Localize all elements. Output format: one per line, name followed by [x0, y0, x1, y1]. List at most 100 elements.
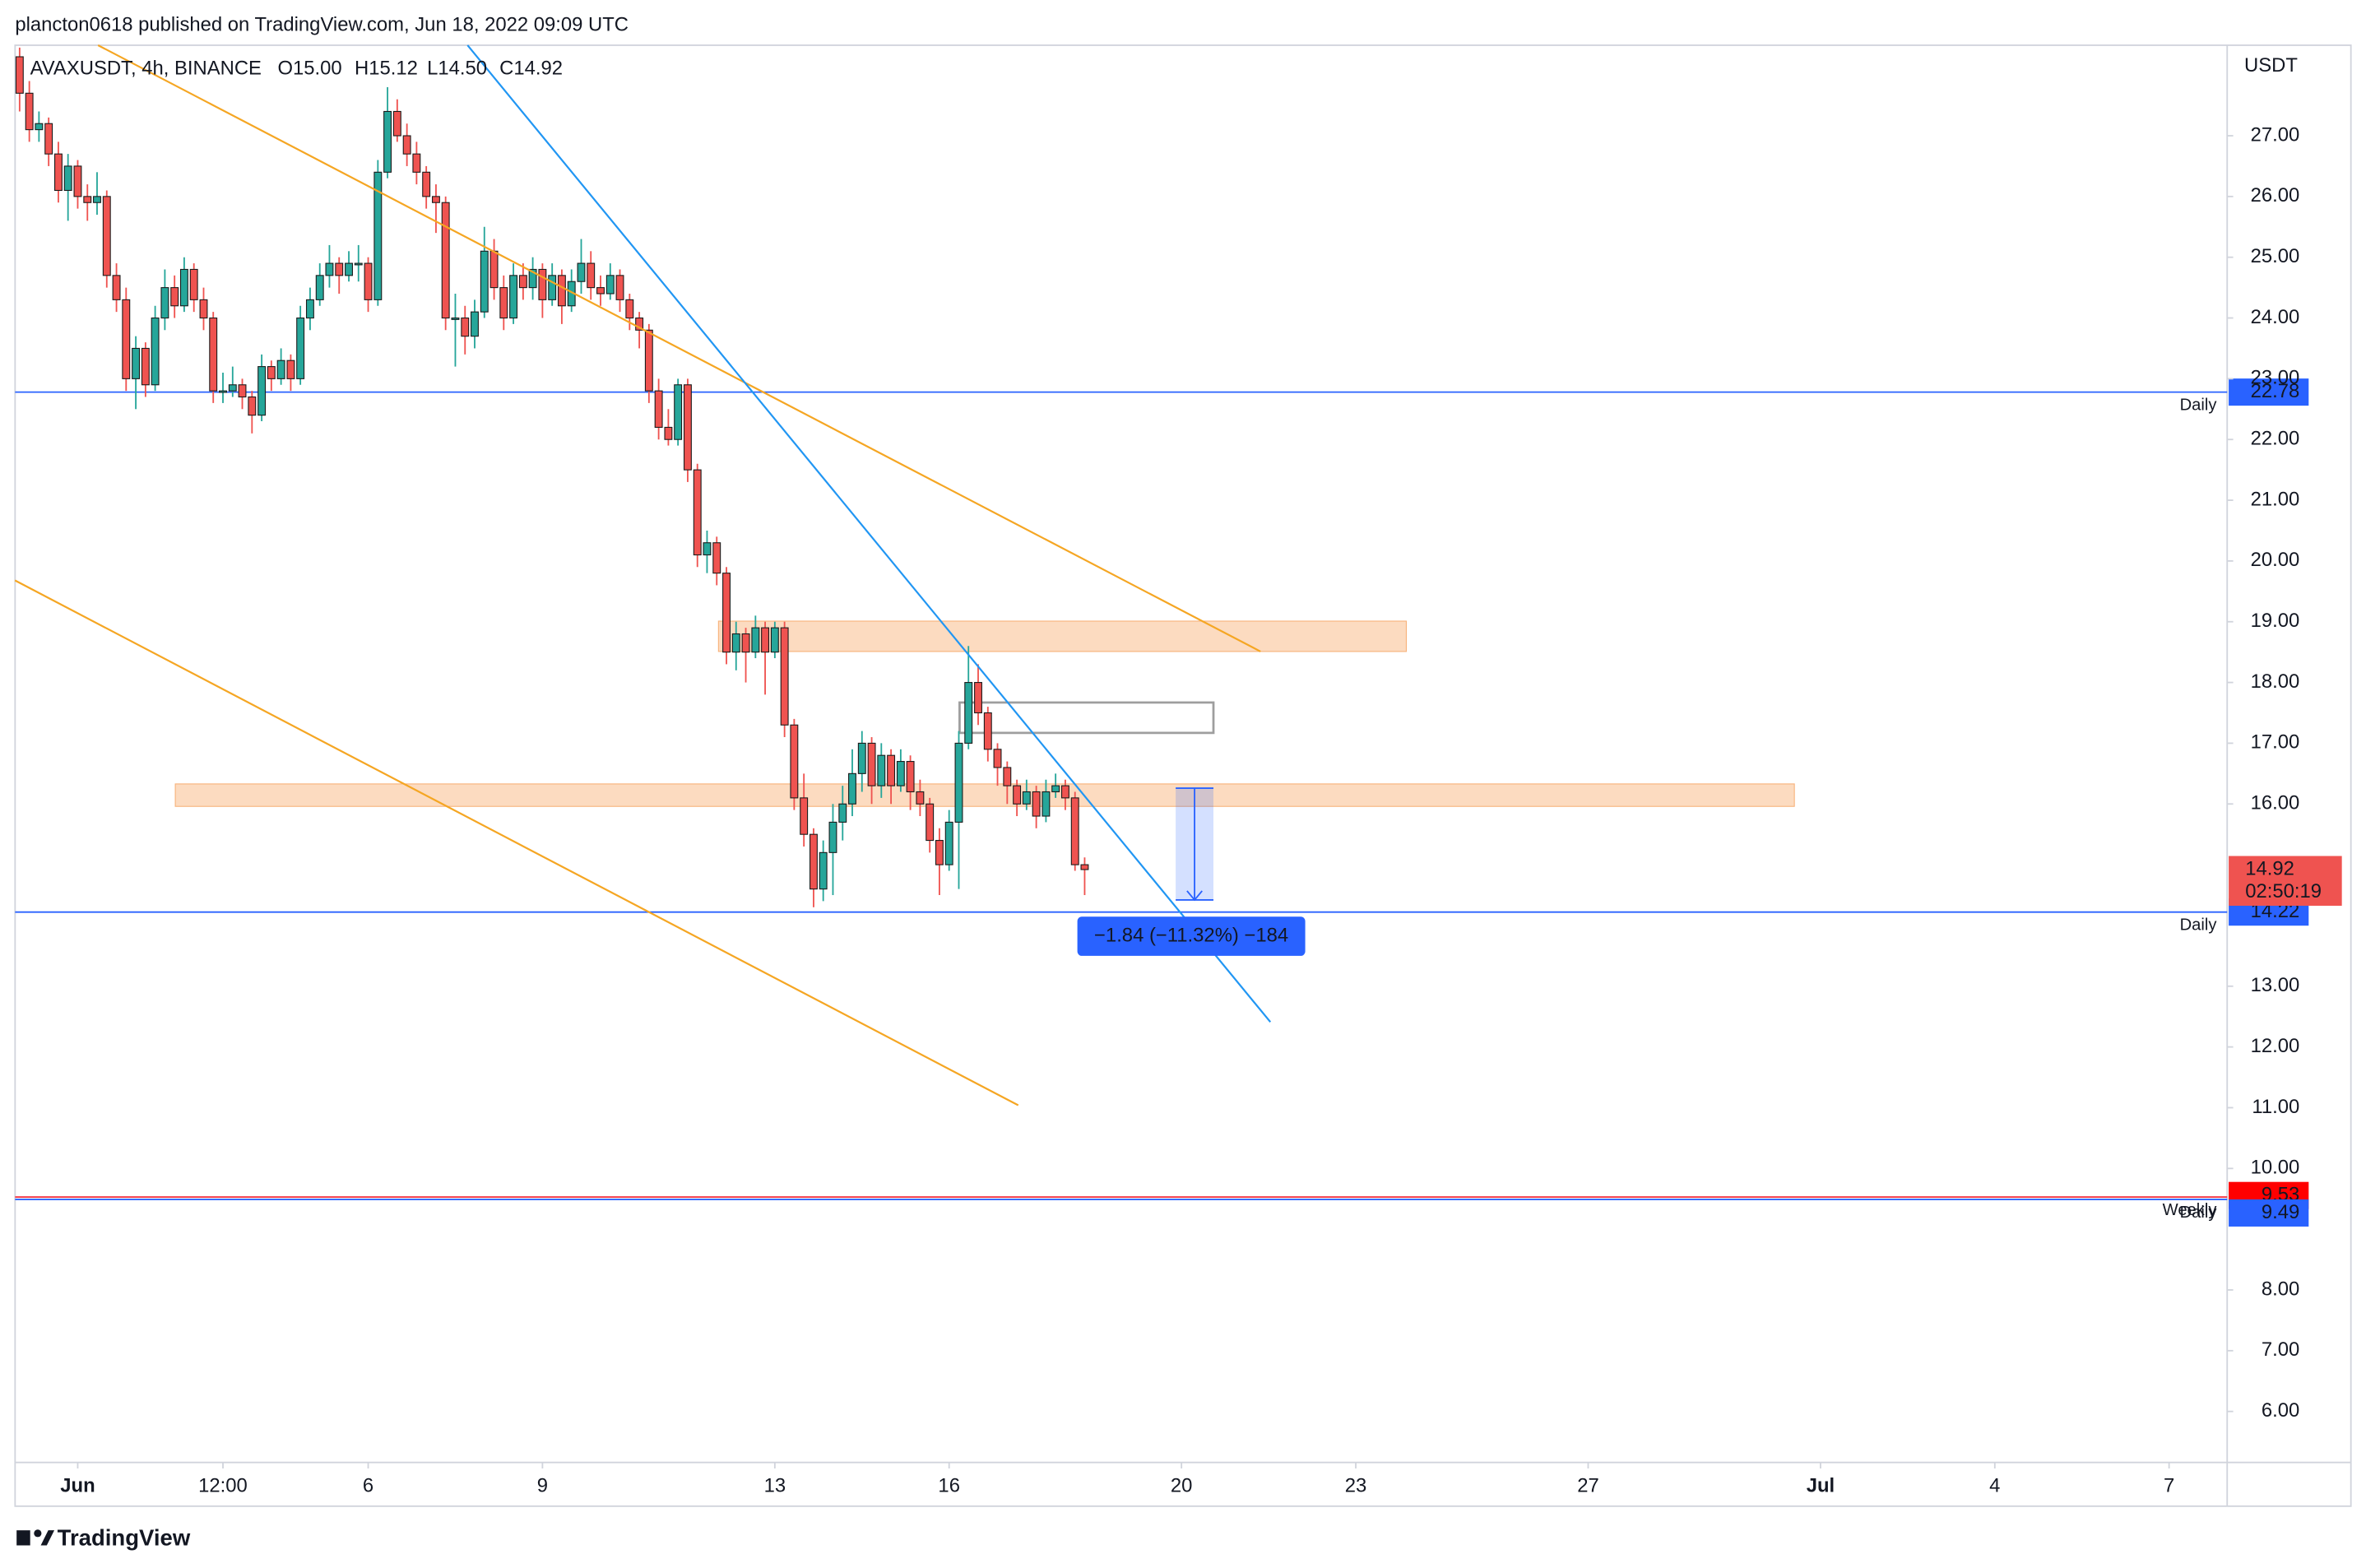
candle-body [896, 761, 905, 786]
y-tick-label: 11.00 [2252, 1096, 2299, 1118]
candle-body [770, 627, 779, 653]
candle-body [731, 633, 740, 653]
x-tick-label: 7 [2164, 1474, 2174, 1496]
logo-mark [16, 1530, 30, 1546]
candle-body [509, 275, 518, 319]
candle-body [916, 791, 925, 805]
candle-body [867, 742, 876, 786]
plot: −1.84 (−11.32%) −18422.78Daily14.22Daily… [14, 44, 2342, 1227]
y-tick-label: 12.00 [2251, 1035, 2300, 1057]
candle-body [887, 754, 896, 786]
candle-body [712, 542, 721, 574]
logo-mark [40, 1530, 55, 1546]
candle-body [35, 123, 44, 131]
ohlc-low: L14.50 [427, 58, 487, 80]
candle-body [25, 92, 34, 131]
candle-body [625, 299, 634, 319]
logo: TradingView [16, 1524, 191, 1550]
candle-body [471, 311, 479, 337]
zone [174, 783, 1795, 807]
candle-body [683, 384, 692, 471]
candle-body [926, 803, 935, 842]
candle-body [1051, 785, 1060, 793]
x-tick-label: 9 [537, 1474, 548, 1496]
candle-body [800, 797, 809, 835]
candle-body [761, 627, 770, 653]
candle-body [238, 384, 247, 398]
candle-body [83, 196, 92, 203]
candle-body [635, 317, 644, 331]
logo-mark [34, 1529, 42, 1538]
candle-body [402, 135, 411, 155]
y-tick-label: 13.00 [2251, 974, 2300, 996]
candle-body [654, 390, 663, 428]
candle-body [751, 627, 760, 653]
y-tick-label: 26.00 [2251, 184, 2300, 206]
candle-body [325, 262, 334, 276]
last-price-countdown: 02:50:19 [2245, 880, 2322, 902]
candle-body [1042, 791, 1051, 817]
last-price-label: 14.92 [2245, 857, 2294, 879]
x-tick-label: 4 [1989, 1474, 2000, 1496]
level-label-box [2229, 1199, 2309, 1227]
candle-body [944, 821, 953, 865]
y-tick-label: 16.00 [2251, 792, 2300, 814]
y-tick-label: 19.00 [2251, 610, 2300, 632]
candle-body [993, 749, 1002, 768]
candle-body [53, 153, 63, 192]
candle-body [189, 268, 198, 300]
candle-body [364, 262, 373, 300]
level-label: 9.49 [2262, 1201, 2299, 1223]
candle-body [63, 165, 72, 192]
y-tick-label: 6.00 [2262, 1399, 2299, 1422]
candle-body [170, 287, 179, 307]
candle-body [1013, 785, 1022, 805]
candle-body [780, 627, 789, 726]
candle-body [1032, 791, 1041, 817]
candle-body [664, 426, 673, 440]
level-label: 22.78 [2251, 380, 2300, 402]
candle-body [848, 772, 856, 805]
y-tick-label: 8.00 [2262, 1278, 2299, 1300]
candle-body [296, 317, 305, 379]
candle-body [15, 56, 24, 94]
candle-body [432, 196, 440, 203]
candle-body [248, 396, 257, 416]
y-tick-label: 10.00 [2251, 1157, 2300, 1179]
candle-body [276, 360, 285, 379]
x-tick-label: 20 [1171, 1474, 1193, 1496]
candle-body [935, 840, 944, 865]
candle-body [141, 347, 150, 386]
y-tick-label: 23.00 [2251, 367, 2300, 389]
candle-body [838, 803, 847, 823]
x-tick-label: 13 [764, 1474, 786, 1496]
x-tick-label: 23 [1345, 1474, 1367, 1496]
candle-body [790, 724, 799, 799]
candle-body [354, 262, 363, 266]
candle-body [644, 329, 653, 392]
y-tick-label: 25.00 [2251, 245, 2300, 267]
measure-label-box [1077, 916, 1306, 956]
candle-body [345, 262, 353, 276]
candle-body [596, 287, 605, 295]
candle-body [179, 268, 188, 307]
candle-body [548, 275, 557, 300]
symbol: AVAXUSDT, 4h, BINANCE [30, 58, 262, 80]
candle-body [335, 262, 344, 276]
candle-body [557, 275, 566, 307]
y-tick-label: 21.00 [2251, 488, 2300, 510]
footer: TradingView [58, 1524, 191, 1550]
level-tag: Weekly [2163, 1201, 2218, 1219]
candle-body [441, 202, 450, 319]
candle-body [528, 268, 537, 289]
ohlc-open: O15.00 [277, 58, 341, 80]
candle-body [605, 275, 615, 295]
candle-body [461, 317, 470, 337]
candle-body [412, 153, 421, 173]
candle-body [577, 262, 586, 282]
x-tick-label: 27 [1577, 1474, 1599, 1496]
candle-body [73, 165, 82, 197]
candle-body [489, 250, 499, 289]
candle-body [877, 754, 886, 786]
